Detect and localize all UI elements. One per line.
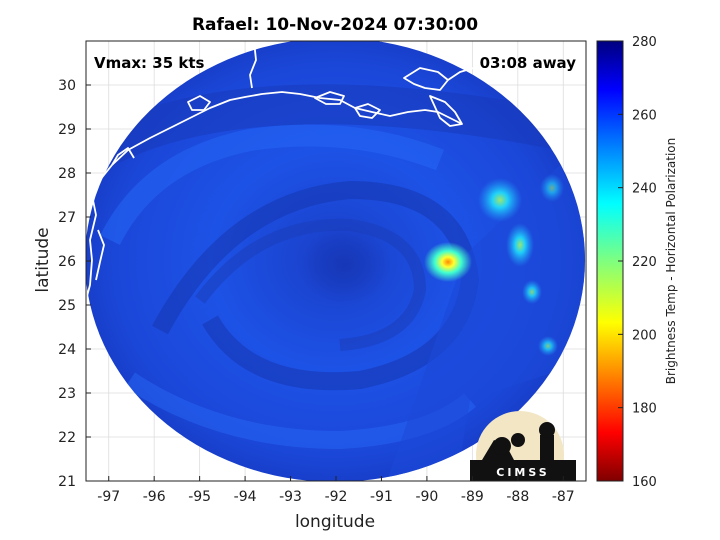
x-axis-label: longitude bbox=[295, 512, 375, 532]
y-tick-label: 29 bbox=[58, 122, 76, 138]
logo-text: CIMSS bbox=[496, 466, 549, 479]
y-tick-label: 25 bbox=[58, 298, 76, 314]
colorbar-tick-label: 260 bbox=[632, 108, 657, 123]
y-tick-label: 22 bbox=[58, 430, 76, 446]
colorbar-ticks: 280 260 240 220 200 180 160 bbox=[618, 35, 657, 490]
colorbar-tick-label: 180 bbox=[632, 402, 657, 417]
x-tick-label: -88 bbox=[506, 489, 529, 505]
x-tick-label: -95 bbox=[188, 489, 211, 505]
x-tick-label: -96 bbox=[143, 489, 166, 505]
colorbar-tick-label: 240 bbox=[632, 182, 657, 197]
y-axis-label: latitude bbox=[33, 227, 53, 292]
y-tick-label: 23 bbox=[58, 386, 76, 402]
y-tick-label: 30 bbox=[58, 78, 76, 94]
colorbar-tick-label: 160 bbox=[632, 475, 657, 490]
cimss-logo: CIMSS bbox=[470, 411, 576, 481]
y-tick-label: 28 bbox=[58, 166, 76, 182]
colorbar-tick-label: 280 bbox=[632, 35, 657, 50]
time-away-annotation: 03:08 away bbox=[480, 54, 577, 72]
x-tick-label: -92 bbox=[325, 489, 348, 505]
x-tick-label: -93 bbox=[279, 489, 302, 505]
brightness-temp-swath bbox=[86, 41, 585, 481]
y-axis-ticks: 21 22 23 24 25 26 27 28 29 30 bbox=[58, 78, 91, 490]
x-tick-label: -87 bbox=[552, 489, 575, 505]
y-tick-label: 26 bbox=[58, 254, 76, 270]
colorbar-tick-label: 220 bbox=[632, 255, 657, 270]
colorbar-label: Brightness Temp - Horizontal Polarizatio… bbox=[664, 138, 678, 385]
x-tick-label: -97 bbox=[97, 489, 120, 505]
x-tick-label: -94 bbox=[234, 489, 257, 505]
map-layer: CIMSS bbox=[86, 41, 586, 481]
y-tick-label: 24 bbox=[58, 342, 76, 358]
x-tick-label: -90 bbox=[415, 489, 438, 505]
chart-title: Rafael: 10-Nov-2024 07:30:00 bbox=[192, 15, 478, 35]
colorbar-tick-label: 200 bbox=[632, 328, 657, 343]
x-tick-label: -91 bbox=[370, 489, 393, 505]
x-axis-ticks: -97 -96 -95 -94 -93 -92 -91 -90 -89 -88 -87 bbox=[97, 476, 575, 505]
y-tick-label: 21 bbox=[58, 474, 76, 490]
vmax-annotation: Vmax: 35 kts bbox=[94, 54, 204, 72]
y-tick-label: 27 bbox=[58, 210, 76, 226]
coastline bbox=[86, 41, 561, 471]
x-tick-label: -89 bbox=[461, 489, 484, 505]
